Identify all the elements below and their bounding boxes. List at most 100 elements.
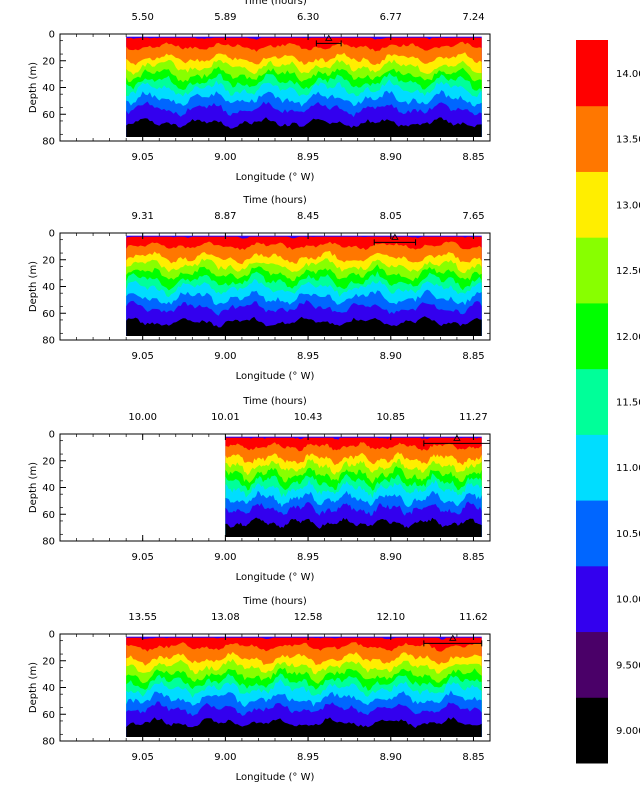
top-tick-label: 7.24 bbox=[462, 12, 484, 23]
y-tick-label: 40 bbox=[42, 483, 55, 494]
colorbar-label: 11.50 bbox=[616, 398, 640, 409]
colorbar-swatch bbox=[576, 237, 608, 304]
track-marker bbox=[423, 634, 483, 647]
top-tick-label: 6.30 bbox=[297, 12, 319, 23]
x-tick-label: 8.95 bbox=[297, 552, 319, 563]
colorbar-label: 9.500 bbox=[616, 660, 640, 671]
top-tick-label: 7.65 bbox=[462, 211, 484, 222]
x-tick-label: 8.90 bbox=[380, 152, 402, 163]
y-tick-label: 80 bbox=[42, 537, 55, 548]
y-axis-label: Depth (m) bbox=[28, 62, 39, 113]
x-tick-label: 8.85 bbox=[462, 351, 484, 362]
x-tick-label: 8.90 bbox=[380, 552, 402, 563]
y-axis-label: Depth (m) bbox=[28, 462, 39, 513]
x-tick-label: 9.00 bbox=[214, 152, 236, 163]
top-tick-label: 6.77 bbox=[380, 12, 402, 23]
colorbar-swatch bbox=[576, 368, 608, 435]
x-axis-label: Longitude (° W) bbox=[236, 172, 315, 183]
x-tick-label: 8.85 bbox=[462, 752, 484, 763]
y-tick-label: 20 bbox=[42, 56, 55, 67]
top-tick-label: 10.00 bbox=[128, 412, 157, 423]
y-tick-label: 80 bbox=[42, 336, 55, 347]
y-tick-label: 60 bbox=[42, 309, 55, 320]
track-marker bbox=[373, 233, 417, 246]
x-axis-label: Longitude (° W) bbox=[236, 772, 315, 783]
top-tick-label: 5.50 bbox=[132, 12, 154, 23]
colorbar-swatch bbox=[576, 434, 608, 501]
colorbar-swatch bbox=[576, 105, 608, 172]
top-tick-label: 13.55 bbox=[128, 612, 157, 623]
panels: 9.05 5.50 9.00 5.89 8.95 6.30 8.90 6.77 8.85 7.24… bbox=[28, 0, 491, 783]
top-tick-label: 8.45 bbox=[297, 211, 319, 222]
colorbar-label: 10.50 bbox=[616, 529, 640, 540]
x-axis-label: Longitude (° W) bbox=[236, 572, 315, 583]
top-axis-label: Time (hours) bbox=[242, 195, 307, 206]
top-tick-label: 10.01 bbox=[211, 412, 240, 423]
top-axis-label: Time (hours) bbox=[242, 0, 307, 7]
colorbar-swatch bbox=[576, 697, 608, 764]
temperature-layer-10 bbox=[126, 717, 482, 737]
top-tick-label: 12.58 bbox=[294, 612, 323, 623]
y-tick-label: 20 bbox=[42, 456, 55, 467]
top-tick-label: 10.85 bbox=[376, 412, 405, 423]
x-tick-label: 9.00 bbox=[214, 351, 236, 362]
top-tick-label: 8.05 bbox=[380, 211, 402, 222]
temperature-layer-10 bbox=[225, 517, 482, 537]
y-tick-label: 0 bbox=[49, 430, 55, 441]
colorbar-swatch bbox=[576, 500, 608, 567]
y-tick-label: 60 bbox=[42, 510, 55, 521]
x-tick-label: 9.05 bbox=[132, 152, 154, 163]
x-tick-label: 8.95 bbox=[297, 351, 319, 362]
colorbar-label: 12.00 bbox=[616, 332, 640, 343]
temperature-layer-10 bbox=[126, 316, 482, 336]
x-tick-label: 8.85 bbox=[462, 552, 484, 563]
top-tick-label: 9.31 bbox=[132, 211, 154, 222]
temperature-section bbox=[126, 636, 482, 737]
top-axis-label: Time (hours) bbox=[242, 596, 307, 607]
track-marker bbox=[315, 34, 342, 47]
y-tick-label: 40 bbox=[42, 683, 55, 694]
panel-2: 9.05 9.31 9.00 8.87 8.95 8.45 8.90 8.05 8.85 7.65… bbox=[28, 195, 491, 382]
colorbar-swatch bbox=[576, 631, 608, 698]
colorbar-swatch bbox=[576, 171, 608, 238]
x-tick-label: 8.90 bbox=[380, 752, 402, 763]
top-tick-label: 13.08 bbox=[211, 612, 240, 623]
top-tick-label: 12.10 bbox=[376, 612, 405, 623]
colorbar-label: 14.00 bbox=[616, 69, 640, 80]
x-axis-label: Longitude (° W) bbox=[236, 371, 315, 382]
y-axis-label: Depth (m) bbox=[28, 662, 39, 713]
x-tick-label: 8.95 bbox=[297, 752, 319, 763]
colorbar-swatch bbox=[576, 302, 608, 370]
x-tick-label: 8.90 bbox=[380, 351, 402, 362]
y-tick-label: 0 bbox=[49, 630, 55, 641]
x-tick-label: 8.95 bbox=[297, 152, 319, 163]
temperature-layer-10 bbox=[126, 117, 482, 137]
top-tick-label: 11.62 bbox=[459, 612, 488, 623]
x-tick-label: 9.05 bbox=[132, 552, 154, 563]
y-tick-label: 20 bbox=[42, 255, 55, 266]
colorbar-label: 13.00 bbox=[616, 200, 640, 211]
temperature-section bbox=[126, 36, 482, 138]
top-tick-label: 10.43 bbox=[294, 412, 323, 423]
y-tick-label: 60 bbox=[42, 110, 55, 121]
x-tick-label: 9.05 bbox=[132, 351, 154, 362]
colorbar-label: 12.50 bbox=[616, 266, 640, 277]
colorbar-label: 10.00 bbox=[616, 595, 640, 606]
y-tick-label: 80 bbox=[42, 137, 55, 148]
y-tick-label: 0 bbox=[49, 30, 55, 41]
top-axis-label: Time (hours) bbox=[242, 396, 307, 407]
colorbar-label: 9.000 bbox=[616, 726, 640, 737]
x-tick-label: 9.00 bbox=[214, 752, 236, 763]
x-tick-label: 8.85 bbox=[462, 152, 484, 163]
y-tick-label: 40 bbox=[42, 282, 55, 293]
top-tick-label: 11.27 bbox=[459, 412, 488, 423]
x-tick-label: 9.05 bbox=[132, 752, 154, 763]
colorbar-label: 13.50 bbox=[616, 135, 640, 146]
top-tick-label: 8.87 bbox=[214, 211, 236, 222]
colorbar-swatch bbox=[576, 565, 608, 633]
x-tick-label: 9.00 bbox=[214, 552, 236, 563]
y-tick-label: 60 bbox=[42, 710, 55, 721]
y-tick-label: 20 bbox=[42, 656, 55, 667]
panel-4: 9.05 13.55 9.00 13.08 8.95 12.58 8.90 12.10 8.85… bbox=[28, 596, 491, 783]
colorbar-label: 11.00 bbox=[616, 463, 640, 474]
